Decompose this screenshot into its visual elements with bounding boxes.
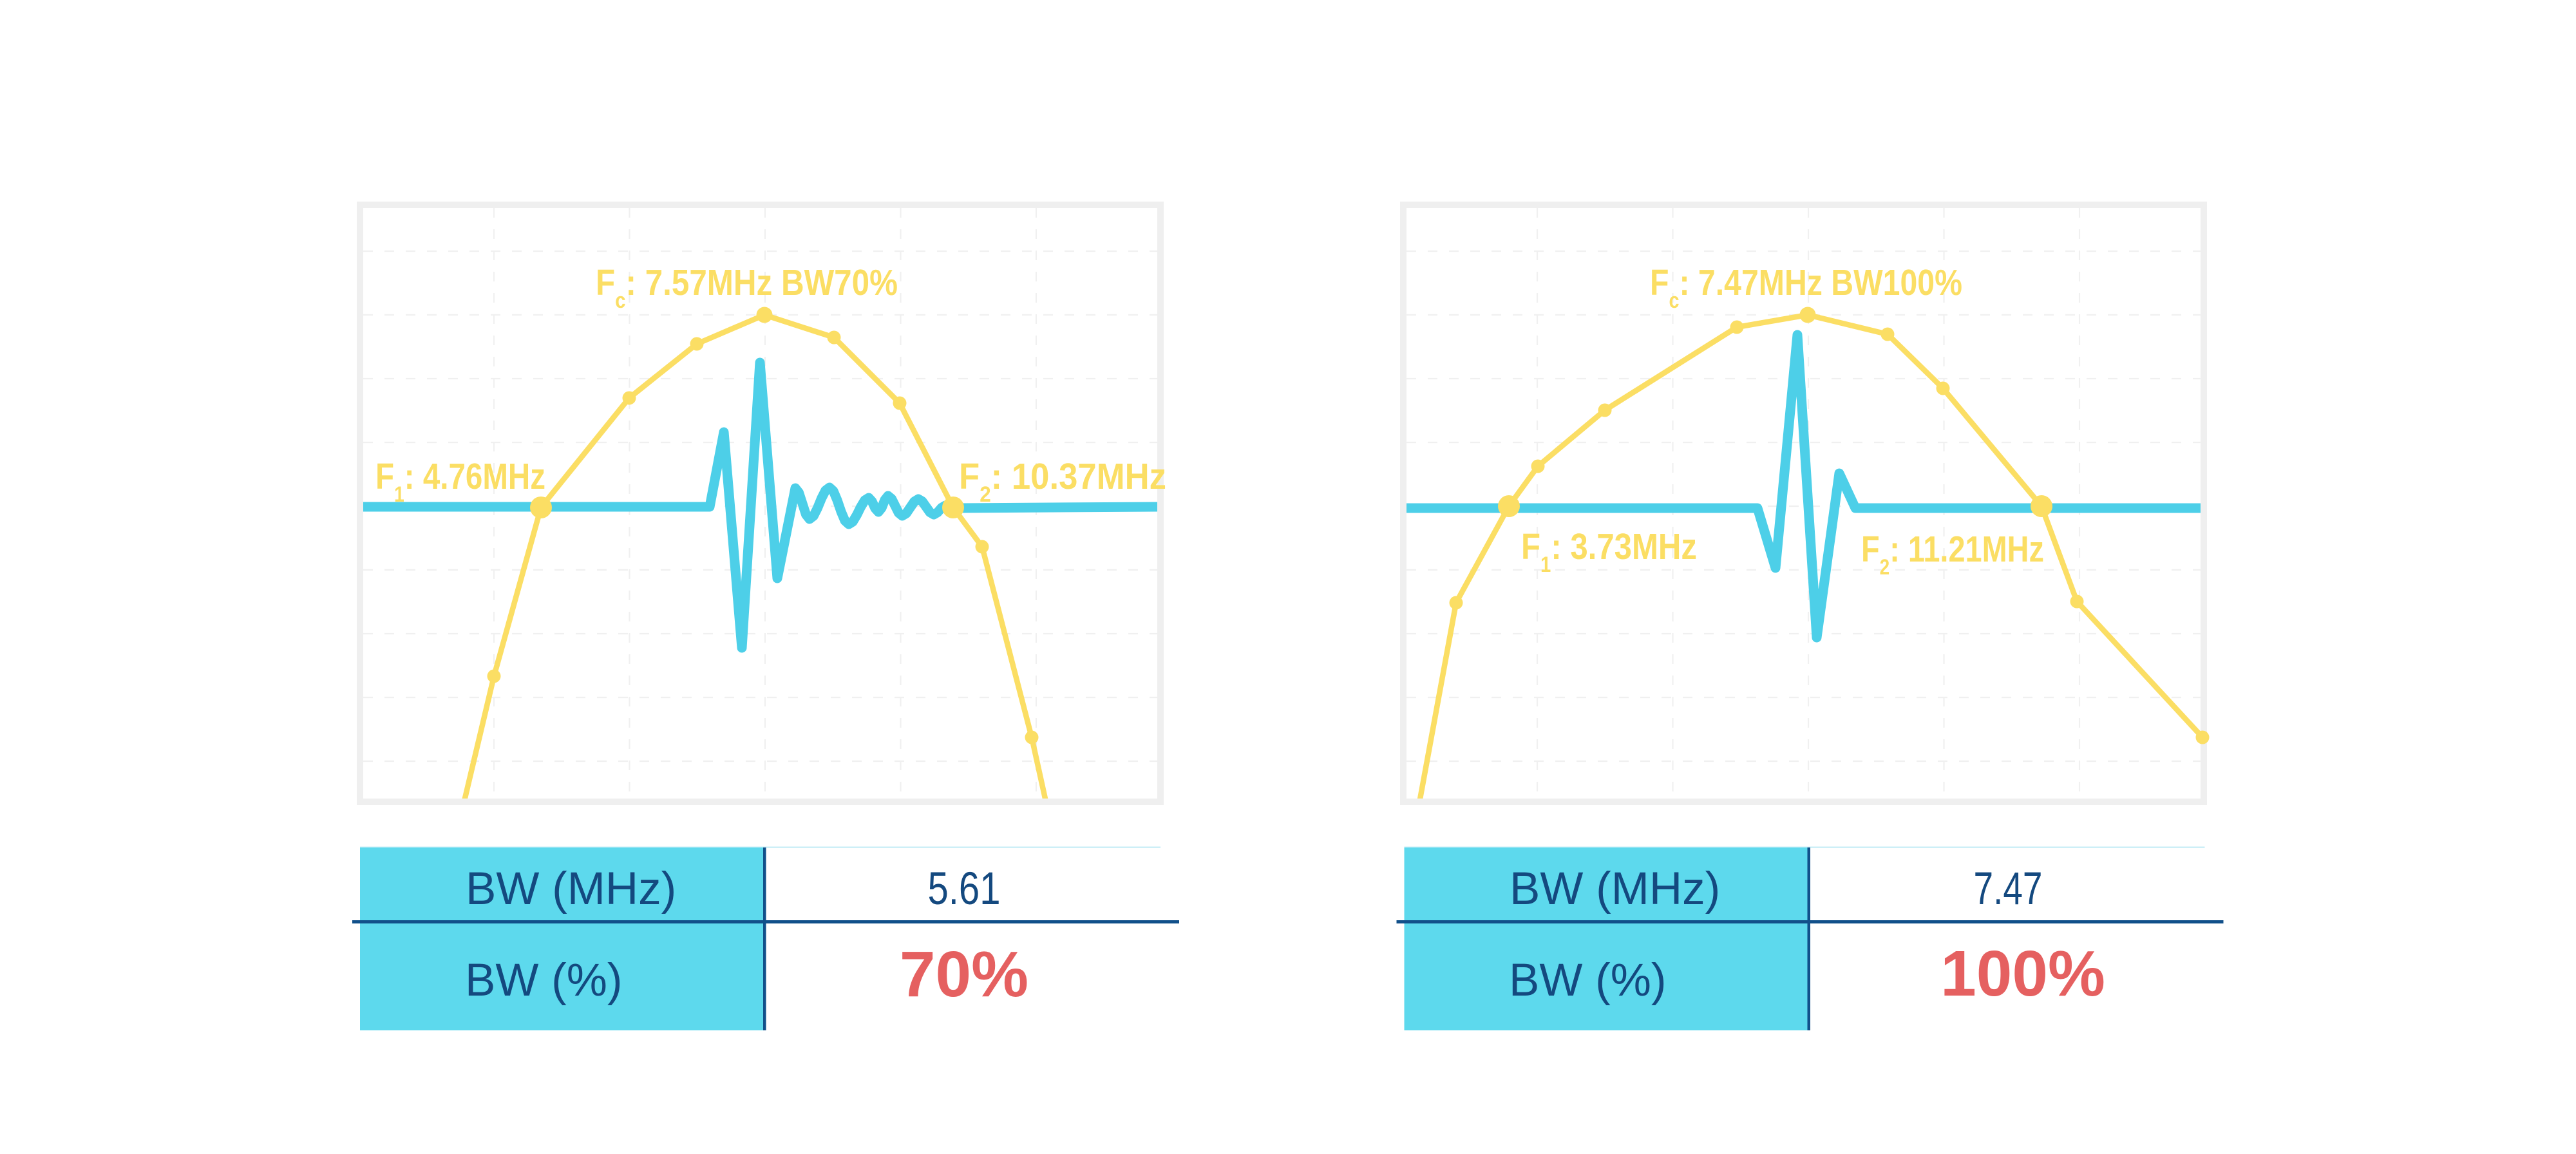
- svg-text:BW (MHz): BW (MHz): [466, 864, 676, 914]
- svg-text:BW (MHz): BW (MHz): [1510, 864, 1720, 914]
- svg-text:7.47: 7.47: [1974, 864, 2043, 914]
- svg-text:5.61: 5.61: [928, 864, 1001, 914]
- svg-text:100%: 100%: [1940, 938, 2105, 1010]
- svg-text:BW (%): BW (%): [465, 955, 623, 1006]
- svg-text:70%: 70%: [900, 938, 1028, 1010]
- svg-text:BW (%): BW (%): [1509, 955, 1667, 1006]
